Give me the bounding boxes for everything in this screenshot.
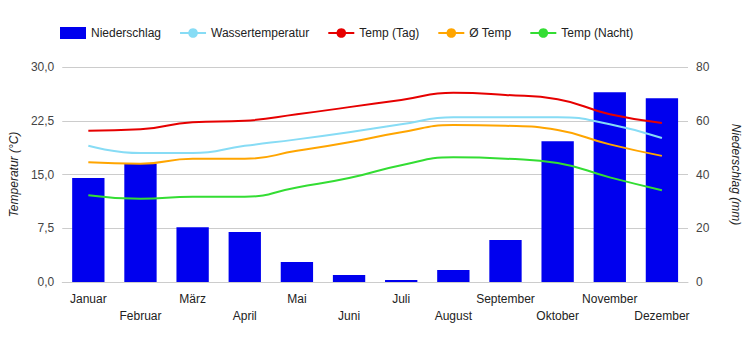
svg-text:Mai: Mai [287, 292, 306, 306]
svg-text:80: 80 [696, 60, 710, 74]
svg-text:30,0: 30,0 [31, 60, 55, 74]
svg-text:August: August [435, 309, 473, 323]
svg-text:September: September [476, 292, 535, 306]
svg-text:22,5: 22,5 [31, 114, 55, 128]
svg-text:20: 20 [696, 221, 710, 235]
svg-text:Temp (Nacht): Temp (Nacht) [561, 26, 633, 40]
svg-text:November: November [582, 292, 637, 306]
svg-text:Niederschlag: Niederschlag [91, 26, 161, 40]
svg-text:Temperatur (°C): Temperatur (°C) [7, 132, 21, 218]
svg-text:60: 60 [696, 114, 710, 128]
svg-text:Ø Temp: Ø Temp [469, 26, 511, 40]
svg-text:Januar: Januar [70, 292, 107, 306]
svg-text:0: 0 [696, 275, 703, 289]
svg-text:Wassertemperatur: Wassertemperatur [211, 26, 309, 40]
svg-text:April: April [233, 309, 257, 323]
svg-text:März: März [179, 292, 206, 306]
svg-text:0,0: 0,0 [38, 275, 55, 289]
svg-text:Oktober: Oktober [536, 309, 579, 323]
svg-text:15,0: 15,0 [31, 168, 55, 182]
svg-text:Dezember: Dezember [634, 309, 689, 323]
svg-text:Juli: Juli [392, 292, 410, 306]
svg-text:Juni: Juni [338, 309, 360, 323]
svg-text:Niederschlag (mm): Niederschlag (mm) [729, 124, 743, 225]
svg-text:Temp (Tag): Temp (Tag) [359, 26, 419, 40]
svg-text:Februar: Februar [119, 309, 161, 323]
svg-text:40: 40 [696, 168, 710, 182]
svg-text:7,5: 7,5 [38, 221, 55, 235]
